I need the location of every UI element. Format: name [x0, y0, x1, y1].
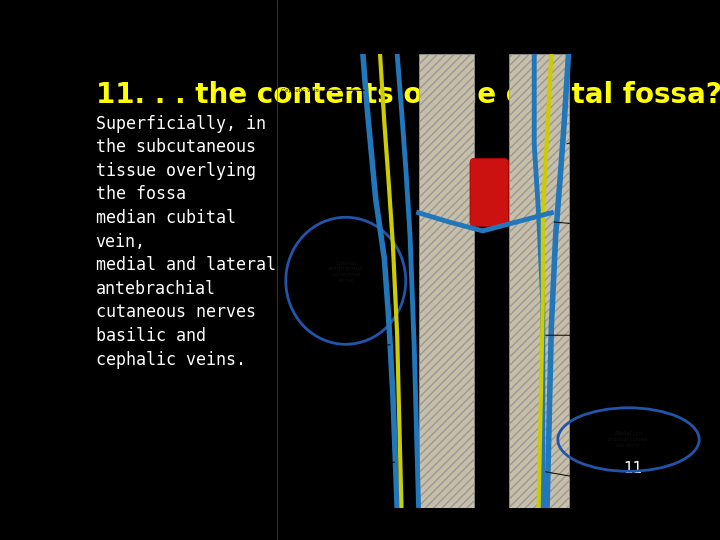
- Bar: [418, 54, 474, 508]
- Text: 11. . . the contents of the cubital fossa?: 11. . . the contents of the cubital foss…: [96, 82, 720, 110]
- Bar: [508, 54, 569, 508]
- Text: Basilic vein: Basilic vein: [546, 333, 609, 338]
- Text: Median anti-
brachial vein: Median anti- brachial vein: [546, 472, 611, 486]
- Text: Superficially, in
the subcutaneous
tissue overlying
the fossa
median cubital
vei: Superficially, in the subcutaneous tissu…: [96, 114, 276, 369]
- Text: Vena mediana
cubiti: Vena mediana cubiti: [554, 221, 625, 232]
- Text: Medial anti-
brachial cutane-
ous nerve: Medial anti- brachial cutane- ous nerve: [608, 431, 649, 448]
- Text: 11: 11: [624, 462, 642, 476]
- Text: Lateral
antibrachial
cutaneous
nerve: Lateral antibrachial cutaneous nerve: [328, 260, 364, 283]
- Text: Accessory
cephalic vein: Accessory cephalic vein: [282, 345, 390, 363]
- Text: Basilic vein: Basilic vein: [567, 129, 622, 144]
- Text: Cephalic vein: Cephalic vein: [282, 460, 395, 465]
- Text: Cephalic vein: Cephalic vein: [282, 88, 364, 93]
- FancyBboxPatch shape: [470, 158, 508, 226]
